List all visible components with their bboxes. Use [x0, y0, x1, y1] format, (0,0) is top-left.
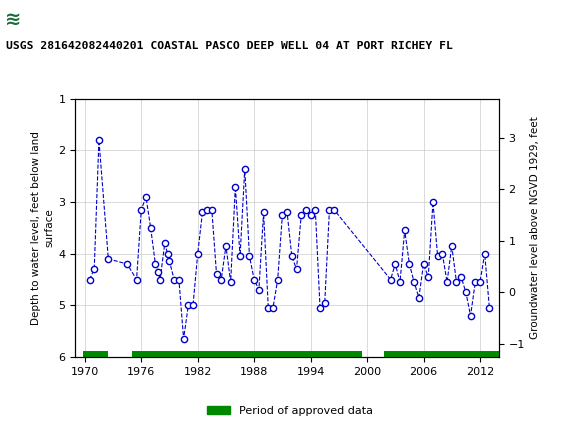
Text: ≋: ≋	[5, 10, 21, 29]
Legend: Period of approved data: Period of approved data	[203, 401, 377, 420]
Text: USGS: USGS	[78, 10, 133, 28]
Bar	[132, 351, 362, 357]
Y-axis label: Groundwater level above NGVD 1929, feet: Groundwater level above NGVD 1929, feet	[531, 117, 541, 339]
Text: USGS 281642082440201 COASTAL PASCO DEEP WELL 04 AT PORT RICHEY FL: USGS 281642082440201 COASTAL PASCO DEEP …	[6, 41, 452, 51]
Y-axis label: Depth to water level, feet below land
surface: Depth to water level, feet below land su…	[31, 131, 55, 325]
FancyBboxPatch shape	[3, 3, 70, 36]
Bar	[83, 351, 108, 357]
Bar	[384, 351, 499, 357]
